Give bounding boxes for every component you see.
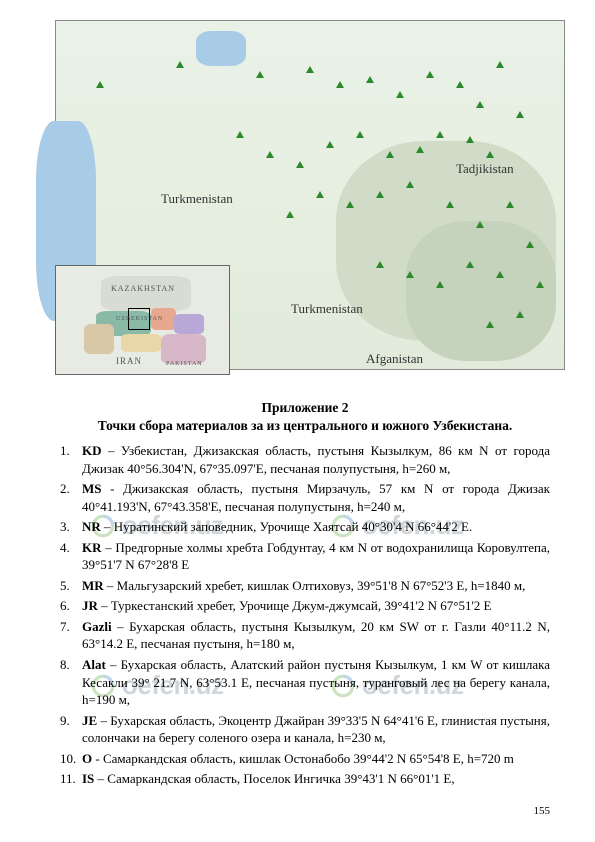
- collection-point: 11. IS – Самаркандская область, Поселок И…: [60, 770, 550, 788]
- collection-point: 3. NR – Нуратинский заповедник, Урочище Х…: [60, 518, 550, 536]
- map-marker: [506, 201, 514, 208]
- inset-label: IRAN: [116, 356, 142, 366]
- point-code: KR: [82, 540, 102, 555]
- collection-point: 10. O - Самаркандская область, кишлак Ост…: [60, 750, 550, 768]
- point-number: 8.: [60, 656, 70, 674]
- point-number: 3.: [60, 518, 70, 536]
- point-number: 2.: [60, 480, 70, 498]
- point-number: 9.: [60, 712, 70, 730]
- map-label: Afganistan: [366, 351, 423, 367]
- point-text: – Самаркандская область, Поселок Ингичка…: [94, 771, 454, 786]
- map-marker: [236, 131, 244, 138]
- point-number: 1.: [60, 442, 70, 460]
- point-text: – Нуратинский заповедник, Урочище Хаятса…: [101, 519, 472, 534]
- map-marker: [496, 61, 504, 68]
- map-label: Tadjikistan: [456, 161, 514, 177]
- point-text: – Бухарская область, пустыня Кызылкум, 2…: [82, 619, 550, 652]
- point-code: Alat: [82, 657, 106, 672]
- map-marker: [406, 181, 414, 188]
- point-code: Gazli: [82, 619, 112, 634]
- map-marker: [396, 91, 404, 98]
- map-marker: [446, 201, 454, 208]
- point-code: NR: [82, 519, 101, 534]
- point-code: JR: [82, 598, 98, 613]
- point-number: 4.: [60, 539, 70, 557]
- map-marker: [296, 161, 304, 168]
- collection-point: 2. MS - Джизакская область, пустыня Мирза…: [60, 480, 550, 515]
- inset-label: KAZAKHSTAN: [111, 284, 175, 293]
- map-marker: [466, 261, 474, 268]
- collection-point: 5. MR – Мальгузарский хребет, кишлак Олти…: [60, 577, 550, 595]
- map-marker: [316, 191, 324, 198]
- map-marker: [426, 71, 434, 78]
- map-label: Turkmenistan: [161, 191, 233, 207]
- map-marker: [326, 141, 334, 148]
- collection-point: 6. JR – Туркестанский хребет, Урочище Джу…: [60, 597, 550, 615]
- point-number: 10.: [60, 750, 76, 768]
- point-number: 5.: [60, 577, 70, 595]
- collection-point: 4. KR – Предгорные холмы хребта Гобдунтау…: [60, 539, 550, 574]
- map-marker: [346, 201, 354, 208]
- collection-point: 7. Gazli – Бухарская область, пустыня Кыз…: [60, 618, 550, 653]
- point-text: - Самаркандская область, кишлак Остонабо…: [92, 751, 514, 766]
- map-marker: [526, 241, 534, 248]
- point-code: O: [82, 751, 92, 766]
- map-marker: [496, 271, 504, 278]
- map-marker: [516, 111, 524, 118]
- appendix-title: Приложение 2: [60, 400, 550, 416]
- page-number: 155: [534, 805, 551, 817]
- point-text: – Мальгузарский хребет, кишлак Олтиховуз…: [104, 578, 526, 593]
- main-heading: Точки сбора материалов за из центральног…: [60, 418, 550, 434]
- map-marker: [256, 71, 264, 78]
- point-code: MR: [82, 578, 104, 593]
- map-marker: [516, 311, 524, 318]
- point-text: – Бухарская область, Алатский район пуст…: [82, 657, 550, 707]
- map-marker: [486, 321, 494, 328]
- collection-points-list: 1. KD – Узбекистан, Джизакская область, п…: [60, 442, 550, 788]
- map-marker: [406, 271, 414, 278]
- map-marker: [536, 281, 544, 288]
- point-number: 6.: [60, 597, 70, 615]
- map-marker: [416, 146, 424, 153]
- map-marker: [486, 151, 494, 158]
- map-marker: [376, 191, 384, 198]
- map-marker: [476, 101, 484, 108]
- collection-point: 1. KD – Узбекистан, Джизакская область, п…: [60, 442, 550, 477]
- point-code: KD: [82, 443, 102, 458]
- map-marker: [436, 131, 444, 138]
- map-marker: [306, 66, 314, 73]
- point-code: MS: [82, 481, 102, 496]
- collection-point: 9. JE – Бухарская область, Экоцентр Джайр…: [60, 712, 550, 747]
- map-label: Turkmenistan: [291, 301, 363, 317]
- map-marker: [366, 76, 374, 83]
- map-marker: [386, 151, 394, 158]
- map-marker: [436, 281, 444, 288]
- map-marker: [466, 136, 474, 143]
- point-text: – Предгорные холмы хребта Гобдунтау, 4 к…: [82, 540, 550, 573]
- point-text: – Бухарская область, Экоцентр Джайран 39…: [82, 713, 550, 746]
- inset-label: UZBEKISTAN: [116, 316, 163, 322]
- map-marker: [456, 81, 464, 88]
- document-body: Приложение 2 Точки сбора материалов за и…: [60, 400, 550, 791]
- collection-point: 8. Alat – Бухарская область, Алатский рай…: [60, 656, 550, 709]
- map-marker: [336, 81, 344, 88]
- map-marker: [266, 151, 274, 158]
- map-marker: [356, 131, 364, 138]
- map-marker: [176, 61, 184, 68]
- point-number: 7.: [60, 618, 70, 636]
- inset-map: KAZAKHSTAN UZBEKISTAN IRAN PAKISTAN: [55, 265, 230, 375]
- point-text: – Узбекистан, Джизакская область, пустын…: [82, 443, 550, 476]
- point-text: - Джизакская область, пустыня Мирзачуль,…: [82, 481, 550, 514]
- point-text: – Туркестанский хребет, Урочище Джум-джу…: [98, 598, 492, 613]
- map-marker: [96, 81, 104, 88]
- map-marker: [286, 211, 294, 218]
- point-code: JE: [82, 713, 97, 728]
- map-marker: [376, 261, 384, 268]
- inset-label: PAKISTAN: [166, 361, 203, 367]
- point-code: IS: [82, 771, 94, 786]
- point-number: 11.: [60, 770, 76, 788]
- map-marker: [476, 221, 484, 228]
